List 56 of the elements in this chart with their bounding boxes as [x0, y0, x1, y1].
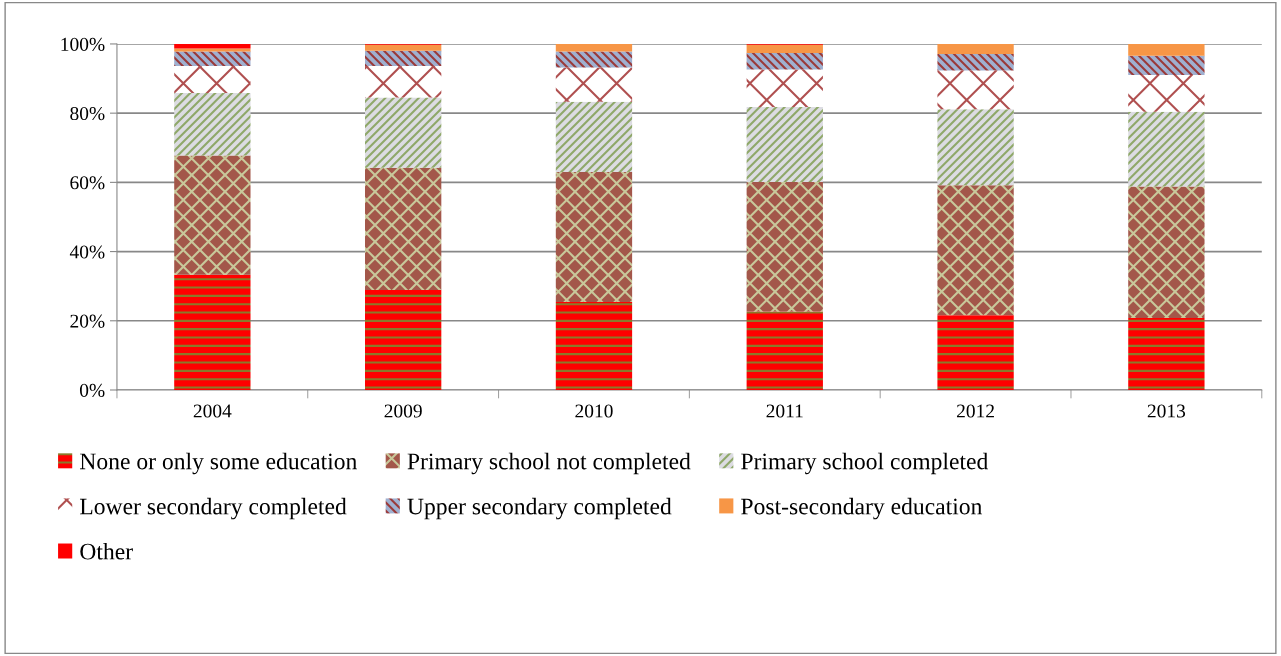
y-tick-label: 20%: [70, 314, 105, 328]
bar: [1128, 75, 1205, 112]
bar: [365, 44, 442, 51]
y-tick-label: 0%: [79, 383, 105, 397]
bar: [365, 167, 442, 290]
bar: [937, 53, 1014, 71]
y-tick-label: 40%: [69, 245, 105, 259]
bar: [1128, 111, 1205, 187]
bar: [365, 289, 442, 390]
x-tick-label: 2013: [1147, 404, 1186, 418]
bar: [174, 43, 251, 49]
bar: [937, 315, 1014, 390]
bar: [1128, 43, 1205, 56]
x-tick-label: 2011: [766, 404, 803, 418]
bar: [174, 51, 251, 67]
bar: [746, 52, 823, 70]
legend-label: None or only some education: [80, 452, 357, 475]
legend-label: Upper secondary completed: [407, 497, 672, 520]
x-tick-label: 2009: [384, 404, 422, 418]
y-tick-label: 60%: [70, 176, 105, 190]
bar: [937, 70, 1014, 110]
bar: [555, 43, 633, 52]
bar: [937, 185, 1014, 316]
bar: [555, 302, 633, 390]
x-tick-label: 2004: [193, 404, 232, 418]
bar: [555, 67, 633, 102]
bar: [937, 109, 1014, 186]
legend-label: Post-secondary education: [741, 497, 983, 520]
bar: [365, 50, 442, 67]
legend-label: Lower secondary completed: [80, 497, 347, 520]
bar: [746, 106, 823, 183]
bar: [555, 101, 633, 172]
x-tick-label: 2010: [575, 404, 613, 418]
bar: [174, 66, 251, 94]
bar: [746, 69, 823, 107]
bar: [1128, 318, 1205, 390]
bar: [937, 43, 1014, 54]
legend-label: Other: [80, 542, 133, 560]
legend-label: Primary school not completed: [407, 452, 691, 475]
y-tick-label: 80%: [70, 106, 105, 121]
legend-label: Primary school completed: [741, 452, 989, 475]
bar: [174, 48, 251, 52]
bar: [365, 97, 442, 168]
bar: [1128, 55, 1205, 76]
bar: [365, 66, 442, 98]
bar: [174, 93, 251, 156]
bar: [555, 51, 633, 68]
bar: [1128, 186, 1205, 319]
y-tick-label: 100%: [61, 37, 105, 51]
bar: [174, 155, 251, 275]
bar: [746, 182, 823, 312]
x-tick-label: 2012: [956, 404, 994, 418]
bar: [174, 274, 251, 390]
bar: [555, 171, 633, 303]
bar: [746, 311, 823, 390]
bar: [746, 44, 823, 53]
